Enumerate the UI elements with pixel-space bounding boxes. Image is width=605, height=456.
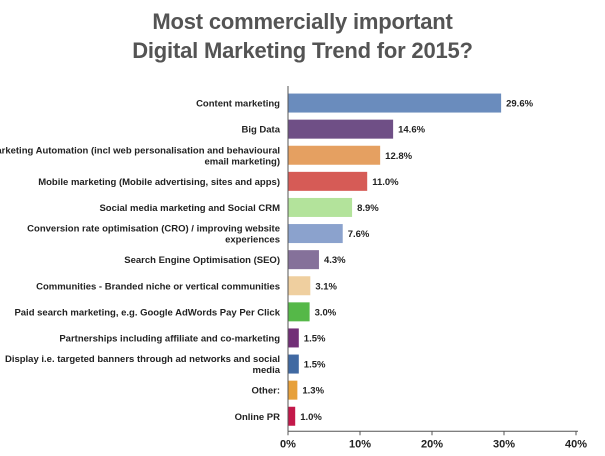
value-label: 14.6% [398, 125, 425, 136]
value-label: 12.8% [385, 151, 412, 162]
category-label: Other: [252, 386, 281, 397]
value-label: 1.5% [304, 333, 326, 344]
category-label: Display i.e. targeted banners through ad… [5, 354, 280, 365]
category-label: Partnerships including affiliate and co-… [59, 333, 280, 344]
bar [288, 354, 299, 374]
value-label: 11.0% [372, 177, 399, 188]
x-tick-label: 30% [493, 438, 515, 450]
bar [288, 250, 319, 270]
value-label: 1.5% [304, 360, 326, 371]
category-label: email marketing) [205, 156, 281, 167]
bar [288, 224, 343, 244]
category-label: Mobile marketing (Mobile advertising, si… [38, 177, 280, 188]
category-label: Social media marketing and Social CRM [99, 203, 280, 214]
x-tick-label: 20% [421, 438, 443, 450]
value-label: 29.6% [506, 99, 533, 110]
bar [288, 119, 394, 139]
bar [288, 276, 311, 296]
bar [288, 302, 310, 322]
bar [288, 380, 298, 400]
value-label: 8.9% [357, 203, 379, 214]
value-label: 3.1% [315, 281, 337, 292]
bar [288, 328, 299, 348]
value-label: 1.3% [302, 386, 324, 397]
category-label: Paid search marketing, e.g. Google AdWor… [14, 307, 280, 318]
x-tick-label: 0% [280, 438, 296, 450]
x-tick-label: 40% [565, 438, 587, 450]
value-label: 3.0% [315, 307, 337, 318]
bar [288, 93, 502, 113]
bar [288, 171, 368, 191]
category-label: Online PR [235, 412, 281, 423]
bar [288, 197, 353, 217]
category-label: experiences [225, 235, 280, 246]
category-label: Big Data [241, 125, 280, 136]
category-label: Search Engine Optimisation (SEO) [124, 255, 280, 266]
chart-title-line-2: Digital Marketing Trend for 2015? [132, 38, 473, 63]
chart-title-line-1: Most commercially important [152, 9, 453, 34]
category-label: Communities - Branded niche or vertical … [36, 281, 280, 292]
x-tick-label: 10% [349, 438, 371, 450]
category-label: media [253, 365, 281, 376]
bar [288, 145, 381, 165]
value-label: 1.0% [300, 412, 322, 423]
bar [288, 406, 296, 426]
category-label: Marketing Automation (incl web personali… [0, 145, 280, 156]
category-label: Conversion rate optimisation (CRO) / imp… [27, 224, 280, 235]
value-label: 4.3% [324, 255, 346, 266]
category-label: Content marketing [196, 99, 280, 110]
value-label: 7.6% [348, 229, 370, 240]
